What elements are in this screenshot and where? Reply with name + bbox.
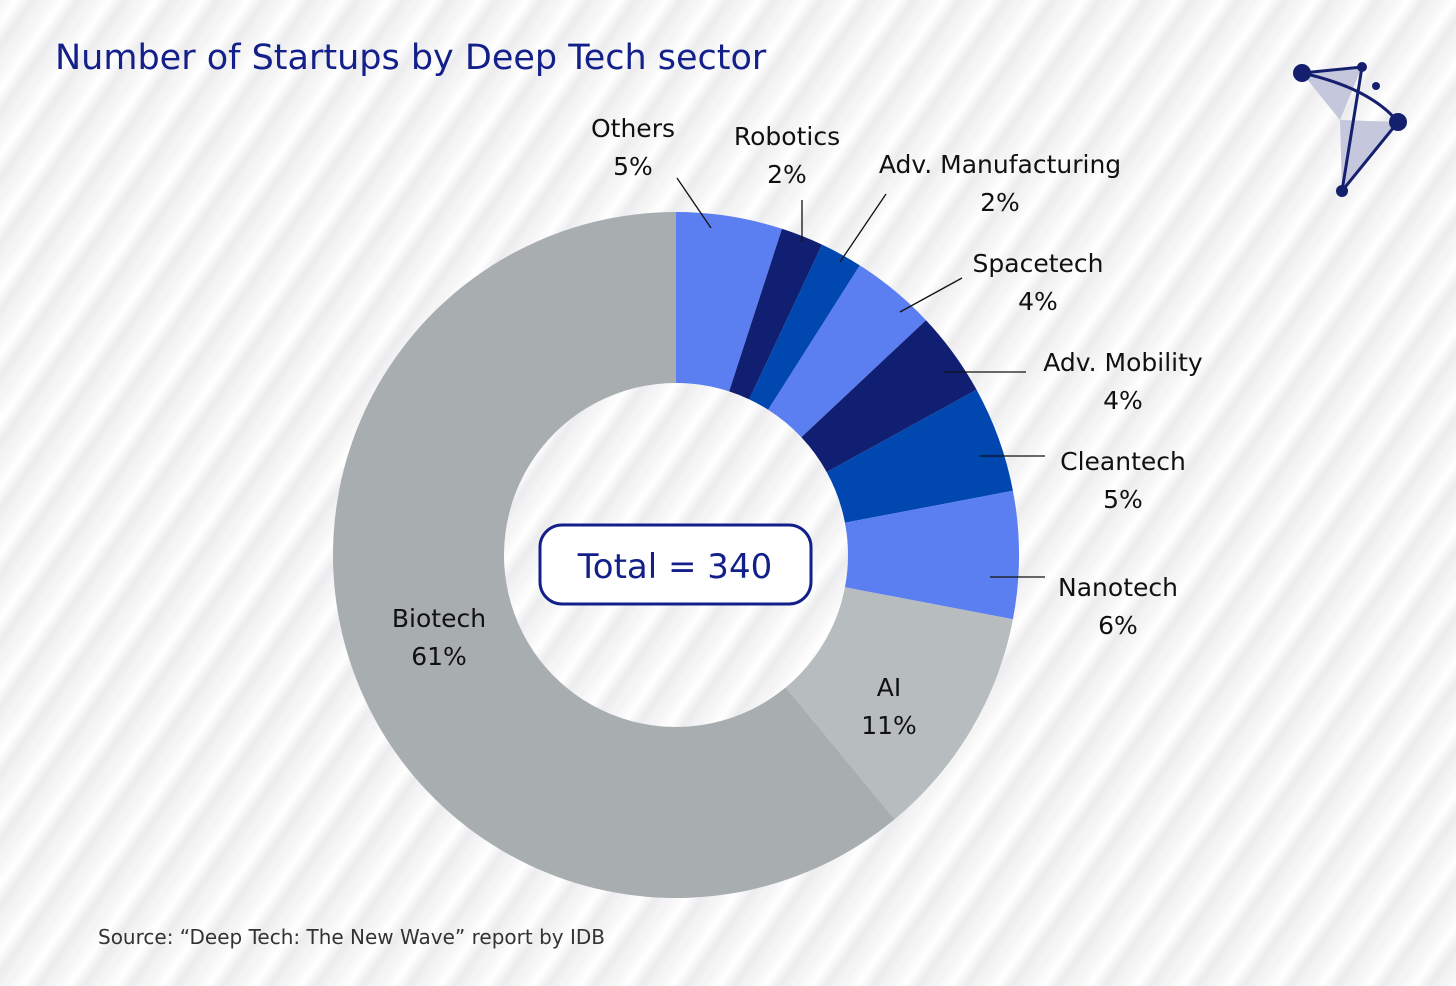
slice-others — [676, 212, 782, 392]
pct-label-robotics: 2% — [767, 160, 807, 189]
constellation-logo-icon — [1293, 62, 1407, 197]
pct-label-cleantech: 5% — [1103, 485, 1143, 514]
pct-label-adv-manufacturing: 2% — [980, 188, 1020, 217]
label-nanotech: Nanotech — [1058, 573, 1178, 602]
label-robotics: Robotics — [734, 122, 840, 151]
source-note: Source: “Deep Tech: The New Wave” report… — [98, 925, 605, 949]
slice-nanotech — [844, 490, 1019, 620]
total-box — [538, 523, 813, 606]
label-adv-manufacturing: Adv. Manufacturing — [879, 150, 1121, 179]
pct-label-others: 5% — [613, 152, 653, 181]
pct-label-ai: 11% — [861, 711, 917, 740]
slice-ai — [785, 587, 1013, 820]
label-spacetech: Spacetech — [973, 249, 1104, 278]
pct-label-adv-mobility: 4% — [1103, 386, 1143, 415]
leader-line-adv-manufacturing — [839, 193, 887, 263]
chart-title: Number of Startups by Deep Tech sector — [55, 38, 767, 78]
slice-cleantech — [826, 389, 1013, 523]
label-biotech: Biotech — [392, 604, 486, 633]
slice-biotech — [332, 212, 895, 898]
leader-line-others — [676, 177, 712, 229]
label-others: Others — [591, 114, 675, 143]
leader-line-spacetech — [899, 277, 963, 313]
pct-label-nanotech: 6% — [1098, 611, 1138, 640]
total-label: Total = 340 — [577, 547, 772, 587]
slice-adv-manufacturing — [749, 244, 860, 410]
label-cleantech: Cleantech — [1060, 447, 1186, 476]
label-adv-mobility: Adv. Mobility — [1043, 348, 1203, 377]
slice-adv-mobility — [801, 320, 977, 473]
label-ai: AI — [877, 673, 901, 702]
pct-label-biotech: 61% — [411, 642, 467, 671]
slice-robotics — [729, 228, 823, 400]
slice-spacetech — [768, 265, 927, 438]
pct-label-spacetech: 4% — [1018, 287, 1058, 316]
